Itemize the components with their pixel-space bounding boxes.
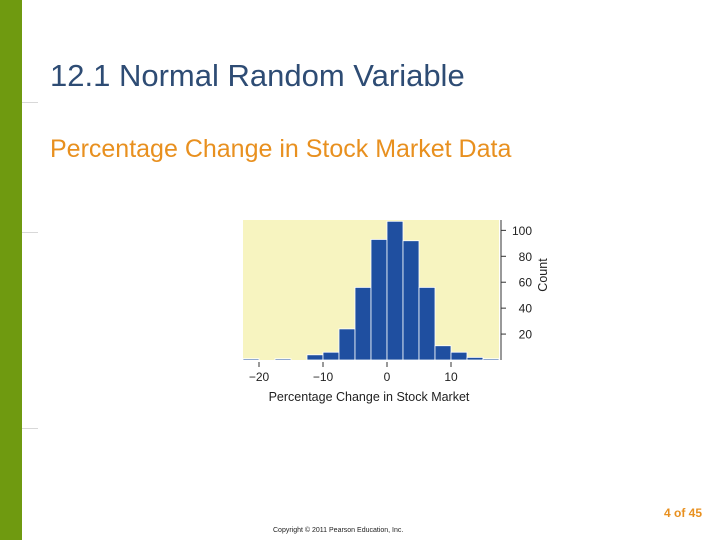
- x-tick-label: 0: [384, 370, 391, 384]
- page-number: 4 of 45: [664, 506, 703, 520]
- histogram-bar: [306, 354, 324, 361]
- x-axis: −20 −10 0 10: [249, 362, 458, 384]
- histogram-bar: [482, 358, 500, 361]
- copyright-notice: Copyright © 2011 Pearson Education, Inc.: [273, 527, 404, 534]
- histogram-bar: [370, 239, 388, 361]
- y-axis-label: Count: [536, 258, 550, 292]
- slide-title: 12.1 Normal Random Variable: [50, 58, 465, 93]
- histogram-bar: [402, 240, 420, 361]
- y-axis: 100 80 60 40 20: [500, 220, 533, 360]
- x-tick-label: −10: [313, 370, 334, 384]
- histogram-bar: [338, 328, 356, 361]
- histogram-bar: [418, 287, 436, 361]
- slide-subtitle: Percentage Change in Stock Market Data: [50, 135, 512, 163]
- x-axis-label: Percentage Change in Stock Market: [269, 390, 470, 404]
- histogram-bar: [466, 357, 484, 361]
- x-tick-label: 10: [444, 370, 458, 384]
- y-tick-label: 40: [519, 302, 533, 316]
- sidebar-accent-bar: [0, 0, 22, 540]
- histogram-bar: [274, 358, 292, 361]
- y-tick-label: 100: [512, 224, 532, 238]
- histogram-bar: [354, 287, 372, 361]
- histogram-bar: [242, 358, 260, 361]
- y-tick-label: 60: [519, 276, 533, 290]
- histogram-bar: [322, 351, 340, 361]
- histogram-bar: [450, 351, 468, 361]
- sidebar-divider: [22, 102, 38, 103]
- y-tick-label: 80: [519, 250, 533, 264]
- histogram-chart: −20 −10 0 10 100 80 60 40 20 Percentage Change …: [242, 220, 550, 404]
- histogram-bar: [434, 345, 452, 361]
- histogram-bar: [386, 220, 404, 361]
- histogram-bars: [242, 220, 500, 361]
- sidebar-divider: [22, 428, 38, 429]
- y-tick-label: 20: [519, 328, 533, 342]
- sidebar-divider: [22, 232, 38, 233]
- x-tick-label: −20: [249, 370, 270, 384]
